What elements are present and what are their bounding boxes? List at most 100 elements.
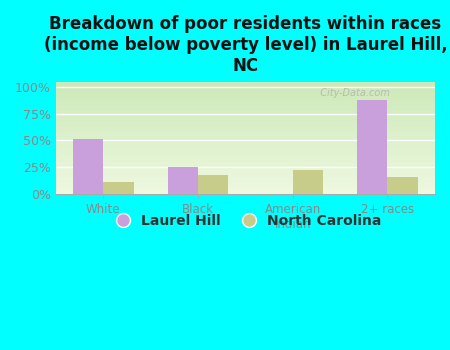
Bar (56, 159, 435, 160)
Bar (56, 140, 435, 141)
Bar (56, 121, 435, 122)
Bar (56, 104, 435, 105)
Bar (56, 146, 435, 147)
Text: City-Data.com: City-Data.com (314, 88, 390, 98)
Bar (104, 182, 134, 194)
Bar (56, 180, 435, 181)
Bar (56, 100, 435, 101)
Bar (56, 158, 435, 159)
Bar (56, 179, 435, 180)
Bar (56, 173, 435, 174)
Bar (56, 153, 435, 155)
Bar (56, 145, 435, 146)
Bar (56, 113, 435, 114)
Bar (56, 111, 435, 112)
Title: Breakdown of poor residents within races
(income below poverty level) in Laurel : Breakdown of poor residents within races… (44, 15, 447, 75)
Bar (56, 90, 435, 91)
Bar (56, 144, 435, 145)
Bar (56, 150, 435, 151)
Bar (56, 151, 435, 152)
Bar (56, 138, 435, 139)
Bar (56, 148, 435, 149)
Bar (56, 157, 435, 158)
Bar (56, 95, 435, 96)
Bar (56, 101, 435, 102)
Bar (168, 167, 198, 194)
Bar (56, 106, 435, 107)
Bar (56, 163, 435, 164)
Bar (56, 125, 435, 127)
Bar (56, 130, 435, 131)
Bar (56, 166, 435, 167)
Bar (56, 117, 435, 118)
Bar (56, 89, 435, 90)
Bar (56, 105, 435, 106)
Bar (56, 120, 435, 121)
Bar (56, 142, 435, 144)
Bar (56, 127, 435, 128)
Bar (56, 189, 435, 190)
Legend: Laurel Hill, North Carolina: Laurel Hill, North Carolina (104, 209, 387, 234)
Bar (387, 177, 418, 194)
Bar (56, 184, 435, 185)
Bar (56, 128, 435, 129)
Bar (56, 168, 435, 169)
Bar (56, 172, 435, 173)
Bar (56, 114, 435, 115)
Bar (56, 178, 435, 179)
Bar (56, 94, 435, 95)
Bar (56, 108, 435, 110)
Bar (56, 82, 435, 83)
Bar (198, 175, 228, 194)
Bar (56, 186, 435, 187)
Bar (56, 135, 435, 137)
Bar (56, 161, 435, 162)
Bar (56, 156, 435, 157)
Bar (56, 152, 435, 153)
Bar (56, 176, 435, 177)
Bar (56, 85, 435, 86)
Bar (357, 100, 387, 194)
Bar (56, 83, 435, 84)
Bar (56, 123, 435, 124)
Bar (293, 170, 323, 194)
Bar (56, 141, 435, 142)
Bar (56, 93, 435, 94)
Bar (56, 162, 435, 163)
Bar (56, 149, 435, 150)
Bar (56, 131, 435, 132)
Bar (56, 133, 435, 134)
Bar (56, 177, 435, 178)
Bar (56, 97, 435, 98)
Bar (56, 132, 435, 133)
Bar (56, 190, 435, 191)
Bar (56, 193, 435, 194)
Bar (56, 129, 435, 130)
Bar (56, 102, 435, 103)
Bar (56, 118, 435, 119)
Bar (56, 86, 435, 87)
Bar (56, 191, 435, 193)
Bar (56, 170, 435, 172)
Bar (56, 110, 435, 111)
Bar (56, 124, 435, 125)
Bar (56, 122, 435, 123)
Bar (56, 155, 435, 156)
Bar (56, 174, 435, 175)
Bar (56, 147, 435, 148)
Bar (56, 185, 435, 186)
Bar (56, 134, 435, 135)
Bar (56, 96, 435, 97)
Bar (56, 112, 435, 113)
Bar (56, 160, 435, 161)
Bar (56, 181, 435, 183)
Bar (56, 103, 435, 104)
Bar (56, 175, 435, 176)
Bar (56, 107, 435, 108)
Bar (56, 115, 435, 117)
Bar (56, 164, 435, 166)
Bar (56, 183, 435, 184)
Bar (56, 136, 435, 138)
Bar (56, 91, 435, 92)
Bar (56, 187, 435, 188)
